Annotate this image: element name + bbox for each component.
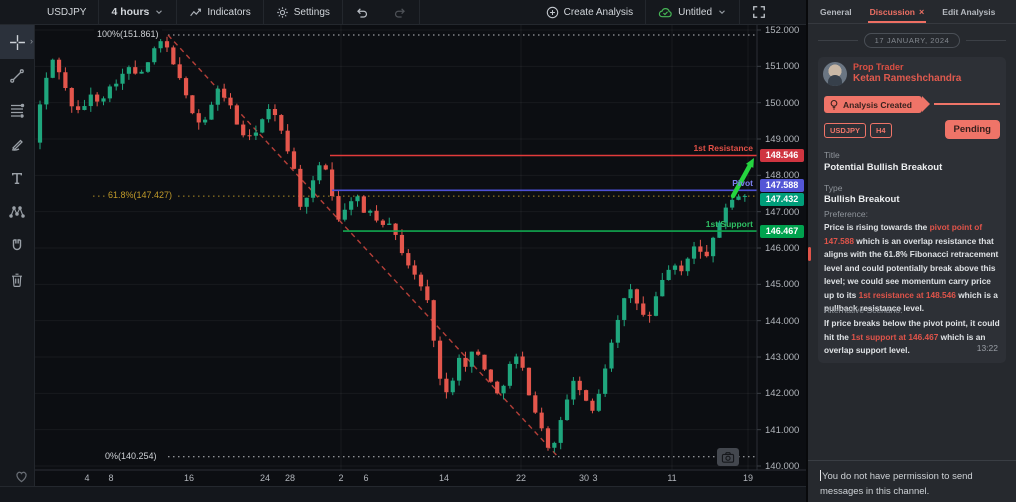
- status-badge: Pending: [944, 120, 1000, 139]
- create-analysis-button[interactable]: Create Analysis: [534, 0, 645, 25]
- toolbar-right-group: Create Analysis Untitled: [534, 0, 806, 25]
- divider-line: [966, 40, 1007, 41]
- tab-general[interactable]: General: [820, 0, 852, 23]
- gear-icon: [276, 6, 289, 19]
- scroll-position-indicator: [808, 247, 811, 261]
- create-analysis-label: Create Analysis: [563, 6, 634, 18]
- tab-edit-analysis[interactable]: Edit Analysis: [942, 0, 995, 23]
- author-name[interactable]: Ketan Rameshchandra: [853, 73, 962, 84]
- settings-label: Settings: [293, 6, 330, 18]
- settings-button[interactable]: Settings: [264, 0, 342, 25]
- avatar[interactable]: [823, 62, 847, 86]
- analysis-created-banner: Analysis Created: [824, 96, 930, 113]
- screenshot-camera-button[interactable]: [717, 448, 739, 466]
- candlestick-chart[interactable]: [0, 25, 808, 486]
- xabcd-pattern-icon: [9, 206, 25, 218]
- banner-label: Analysis Created: [843, 99, 912, 110]
- undo-icon: [356, 7, 367, 18]
- indicators-button[interactable]: Indicators: [177, 0, 262, 25]
- redo-button[interactable]: [381, 0, 419, 25]
- document-name: Untitled: [678, 6, 712, 18]
- instrument-badges: USDJPY H4: [824, 123, 892, 138]
- alternative-text: If price breaks below the pivot point, i…: [824, 318, 1000, 355]
- tool-magnet[interactable]: [0, 229, 34, 263]
- toolbar-divider: [176, 0, 178, 25]
- text-tool-icon: [12, 173, 22, 184]
- chevron-down-icon: [719, 10, 725, 15]
- magnet-icon: [12, 239, 22, 251]
- favorites-heart-icon[interactable]: [14, 469, 29, 488]
- fullscreen-button[interactable]: [740, 0, 778, 25]
- plus-circle-icon: [546, 6, 558, 18]
- panel-divider: [806, 0, 808, 502]
- tab-label: Edit Analysis: [942, 6, 996, 17]
- analysis-type: Bullish Breakout: [824, 194, 900, 205]
- top-toolbar: USDJPY 4 hours Indicators Settings: [0, 0, 806, 25]
- panel-tabs: General Discussion × Edit Analysis: [808, 0, 1016, 24]
- redo-icon: [394, 7, 405, 18]
- text-cursor: [820, 470, 821, 481]
- tool-fib-retracement[interactable]: [0, 93, 34, 127]
- tool-crosshair[interactable]: ›: [0, 25, 34, 59]
- date-divider: 17 JANUARY, 2024: [818, 33, 1007, 48]
- expand-icon: [753, 6, 765, 18]
- trend-line-icon: [10, 69, 24, 83]
- cloud-saved-icon: [658, 7, 672, 17]
- line-chart-icon: [189, 6, 202, 19]
- divider-line: [818, 40, 858, 41]
- analysis-title: Potential Bullish Breakout: [824, 162, 943, 173]
- preference-label: Preference:: [824, 209, 868, 219]
- tool-trend-line[interactable]: [0, 59, 34, 93]
- timeframe-label: 4 hours: [111, 6, 150, 18]
- toolbar-divider: [739, 0, 740, 25]
- alternative-label: Alternative Scenario:: [824, 305, 903, 315]
- tool-flyout-arrow-icon[interactable]: ›: [30, 36, 33, 46]
- instrument-badge: H4: [870, 123, 892, 138]
- close-tab-icon[interactable]: ×: [919, 6, 925, 17]
- permission-notice: You do not have permission to send messa…: [820, 470, 973, 497]
- timeframe-dropdown[interactable]: 4 hours: [99, 0, 176, 25]
- analysis-card[interactable]: Prop Trader Ketan Rameshchandra Analysis…: [818, 57, 1006, 363]
- tool-brush[interactable]: [0, 127, 34, 161]
- banner-line: [934, 103, 1000, 105]
- bottom-status-strip: [0, 486, 806, 502]
- type-label: Type: [824, 183, 843, 193]
- toolbar-divider: [98, 0, 100, 25]
- chevron-down-icon: [156, 10, 163, 15]
- brush-icon: [11, 139, 23, 151]
- message-timestamp: 13:22: [976, 343, 998, 353]
- author-role: Prop Trader: [853, 62, 904, 72]
- lightbulb-icon: [830, 99, 838, 110]
- analysis-panel: General Discussion × Edit Analysis 17 JANUA…: [808, 0, 1016, 502]
- toolbar-divider: [645, 0, 647, 25]
- toolbar-divider: [262, 0, 264, 25]
- toolbar-divider: [341, 0, 343, 25]
- title-label: Title: [824, 150, 840, 160]
- undo-button[interactable]: [343, 0, 381, 25]
- message-input-area[interactable]: You do not have permission to send messa…: [808, 460, 1016, 502]
- tab-label: Discussion: [869, 6, 916, 17]
- symbol-label: USDJPY: [47, 6, 87, 18]
- camera-icon: [721, 452, 735, 463]
- tool-xabcd-pattern[interactable]: [0, 195, 34, 229]
- indicators-label: Indicators: [207, 6, 251, 18]
- symbol-button[interactable]: USDJPY: [35, 0, 98, 25]
- tab-discussion[interactable]: Discussion ×: [867, 0, 926, 23]
- tool-delete[interactable]: [0, 263, 34, 297]
- instrument-badge: USDJPY: [824, 123, 867, 138]
- fib-retracement-icon: [11, 103, 25, 118]
- preference-text: Price is rising towards the pivot point …: [824, 222, 999, 313]
- toolbar-corner: [0, 0, 35, 25]
- drawing-toolbar: ›: [0, 25, 35, 502]
- tab-label: General: [820, 6, 852, 17]
- date-badge: 17 JANUARY, 2024: [863, 33, 961, 48]
- crosshair-icon: [9, 34, 25, 50]
- trash-icon: [12, 273, 22, 288]
- tool-text[interactable]: [0, 161, 34, 195]
- toolbar-divider: [418, 0, 420, 25]
- document-menu[interactable]: Untitled: [646, 0, 739, 25]
